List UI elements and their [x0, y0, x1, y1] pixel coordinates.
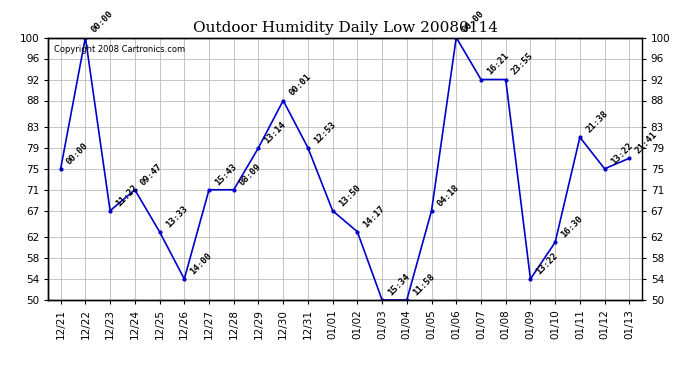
Text: 13:22: 13:22: [535, 251, 560, 276]
Text: 00:00: 00:00: [65, 141, 90, 166]
Title: Outdoor Humidity Daily Low 20080114: Outdoor Humidity Daily Low 20080114: [193, 21, 497, 35]
Text: 23:55: 23:55: [510, 51, 535, 77]
Text: 15:43: 15:43: [213, 162, 239, 187]
Text: 04:18: 04:18: [435, 183, 461, 208]
Text: 13:14: 13:14: [263, 120, 288, 145]
Text: 16:21: 16:21: [485, 51, 511, 77]
Text: 00:00: 00:00: [460, 9, 486, 35]
Text: 12:53: 12:53: [312, 120, 337, 145]
Text: 14:17: 14:17: [362, 204, 387, 229]
Text: 00:01: 00:01: [287, 72, 313, 98]
Text: 09:47: 09:47: [139, 162, 164, 187]
Text: 00:00: 00:00: [90, 9, 115, 35]
Text: 14:00: 14:00: [188, 251, 214, 276]
Text: 21:38: 21:38: [584, 109, 609, 135]
Text: 13:50: 13:50: [337, 183, 362, 208]
Text: 13:33: 13:33: [164, 204, 189, 229]
Text: 21:41: 21:41: [633, 130, 659, 156]
Text: 08:09: 08:09: [238, 162, 264, 187]
Text: 13:22: 13:22: [609, 141, 634, 166]
Text: 15:34: 15:34: [386, 272, 412, 297]
Text: 16:30: 16:30: [560, 214, 584, 240]
Text: Copyright 2008 Cartronics.com: Copyright 2008 Cartronics.com: [55, 45, 186, 54]
Text: 11:22: 11:22: [115, 183, 139, 208]
Text: 11:58: 11:58: [411, 272, 436, 297]
